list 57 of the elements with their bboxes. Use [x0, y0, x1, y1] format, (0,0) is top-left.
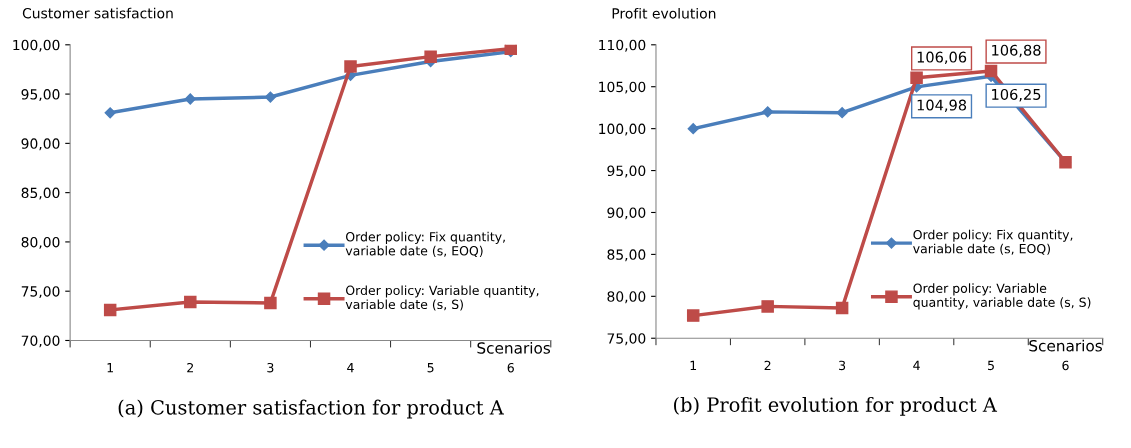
y-tick-label: 85,00 — [21, 187, 60, 200]
y-tick-label: 95,00 — [21, 89, 60, 101]
point — [264, 296, 277, 310]
point — [686, 309, 700, 322]
y-tick-label: 80,00 — [21, 236, 60, 249]
point — [984, 64, 998, 78]
x-tick-label: 5 — [427, 363, 434, 373]
data-label: 104,98 — [917, 99, 967, 113]
text: (a) Customer satisfaction for product A — [118, 399, 504, 419]
x-tick-label: 5 — [988, 360, 994, 371]
point — [687, 123, 699, 135]
point — [424, 50, 437, 63]
point — [344, 60, 357, 73]
point — [910, 71, 923, 85]
point — [762, 106, 774, 118]
chart-title: Profit evolution — [612, 7, 716, 19]
y-tick-label: 75,00 — [607, 333, 646, 346]
point — [104, 107, 116, 119]
point — [761, 300, 774, 313]
y-tick-label: 100,00 — [13, 39, 60, 52]
legend-label: Order policy: Fix quantity, variable date (s, EOQ) — [913, 229, 1073, 255]
data-label: 106,25 — [992, 88, 1041, 102]
x-tick-label: 1 — [690, 360, 697, 370]
y-tick-label: 95,00 — [607, 165, 646, 178]
text: (b) Profit evolution for product A — [674, 396, 998, 416]
x-tick-label: 6 — [1062, 360, 1069, 371]
x-tick-label: 3 — [267, 362, 274, 373]
point — [184, 93, 196, 105]
chart-title: Customer satisfaction — [22, 7, 173, 19]
x-tick-label: 6 — [507, 362, 514, 373]
x-tick-label: 1 — [107, 363, 113, 373]
x-tick-label: 2 — [187, 362, 194, 373]
x-tick-label: 2 — [764, 360, 771, 370]
point — [103, 303, 117, 317]
x-tick-label: 4 — [913, 360, 920, 370]
y-tick-label: 110,00 — [599, 39, 646, 52]
legend-label: Order policy: Variable quantity, variable date (s, S) — [913, 283, 1091, 310]
x-tick-label: 3 — [839, 360, 846, 371]
point — [836, 107, 848, 119]
y-tick-label: 80,00 — [607, 291, 646, 304]
y-tick-label: 100,00 — [599, 123, 646, 136]
y-tick-label: 90,00 — [21, 138, 60, 151]
x-tick-label: 4 — [347, 363, 354, 373]
legend-label: Order policy: Variable quantity, variable date (s, S) — [345, 285, 539, 311]
y-tick-label: 85,00 — [607, 249, 646, 262]
y-tick-label: 75,00 — [21, 286, 60, 299]
x-axis-title: Scenarios — [1029, 339, 1102, 352]
data-label: 106,06 — [917, 51, 967, 65]
y-tick-label: 70,00 — [21, 335, 60, 348]
x-axis-title: Scenarios — [477, 341, 551, 354]
point — [184, 295, 197, 309]
data-label: 106,88 — [992, 44, 1041, 58]
y-tick-label: 105,00 — [599, 81, 646, 94]
legend-label: Order policy: Fix quantity, variable date (s, EOQ) — [345, 231, 505, 257]
point — [835, 301, 849, 315]
point — [264, 91, 277, 103]
y-tick-label: 90,00 — [607, 207, 646, 220]
